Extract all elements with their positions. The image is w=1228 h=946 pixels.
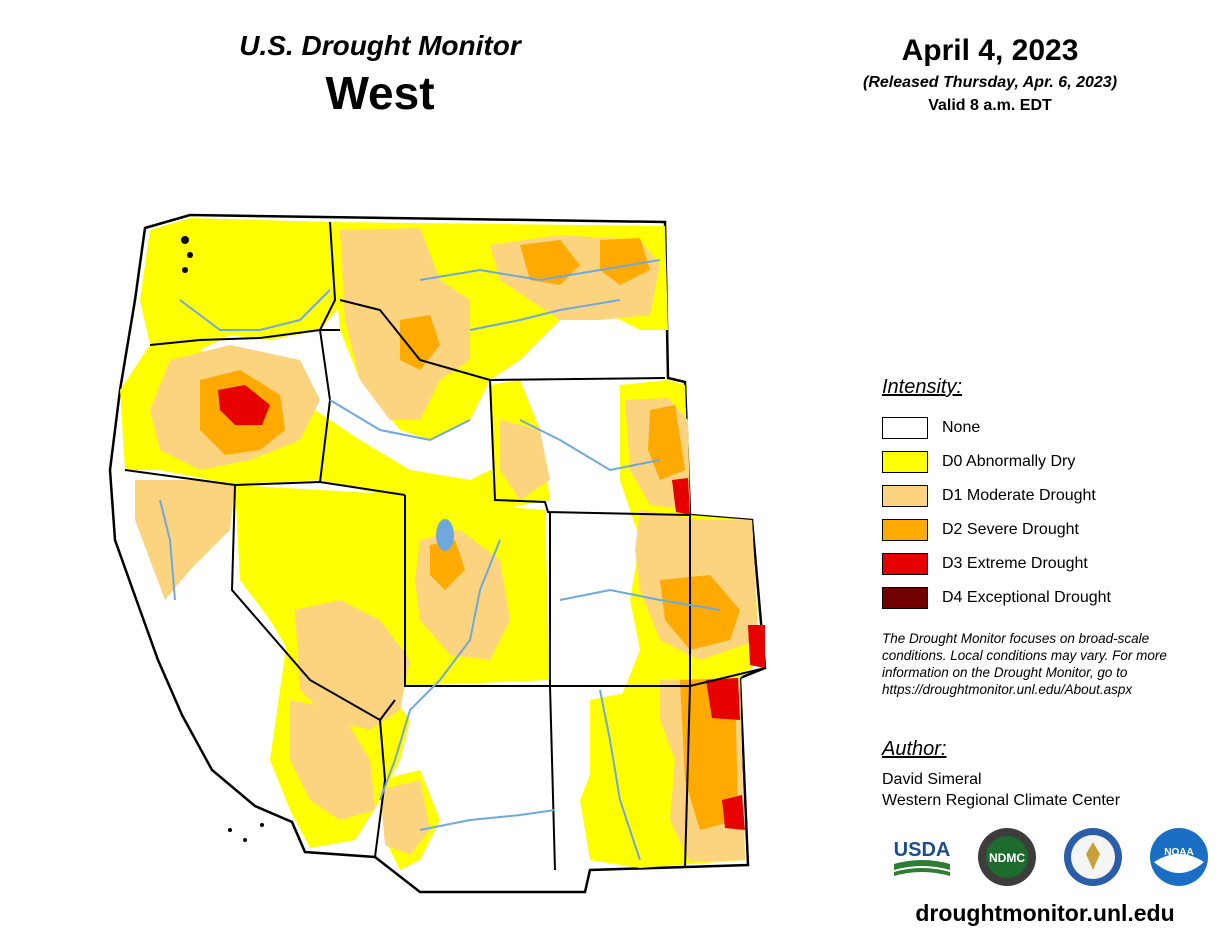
state-borders <box>124 221 766 871</box>
border-utah <box>404 495 550 687</box>
border-arizona-nm <box>549 685 556 871</box>
d2-montana-east <box>520 240 580 285</box>
noaa-logo-text: NOAA <box>1164 847 1193 858</box>
noaa-logo: NOAA <box>1150 828 1208 886</box>
great-salt-lake <box>436 519 454 551</box>
valid-time: Valid 8 a.m. EDT <box>928 97 1052 114</box>
border-idaho-west <box>318 221 337 483</box>
border-or-ca-nv <box>124 469 406 496</box>
border-montana-south <box>339 299 666 382</box>
ndmc-logo: NDMC <box>978 828 1036 886</box>
legend-swatch-d2 <box>882 519 928 541</box>
legend-item-d3: D3 Extreme Drought <box>882 547 1212 581</box>
legend-item-d0: D0 Abnormally Dry <box>882 445 1212 479</box>
d3-texas-panhandle <box>706 678 740 720</box>
legend-label: D1 Moderate Drought <box>942 487 1096 504</box>
author-title: Author: <box>882 738 947 760</box>
legend-label: None <box>942 419 981 436</box>
author-org: Western Regional Climate Center <box>882 792 1121 809</box>
legend-swatch-d3 <box>882 553 928 575</box>
legend-label: D4 Exceptional Drought <box>942 589 1111 606</box>
island <box>182 267 188 273</box>
platte-river <box>519 419 661 472</box>
usda-logo: USDA <box>894 839 951 876</box>
missouri-river <box>419 259 661 282</box>
release-date: (Released Thursday, Apr. 6, 2023) <box>862 74 1118 91</box>
island <box>243 838 247 842</box>
snake-river <box>329 399 471 442</box>
d1-arizona-southwest <box>380 780 430 855</box>
map-title-block: U.S. Drought Monitor West <box>190 30 570 120</box>
colorado-river <box>379 539 501 801</box>
disclaimer-note: The Drought Monitor focuses on broad-sca… <box>882 631 1167 697</box>
footer-url[interactable]: droughtmonitor.unl.edu <box>915 900 1175 926</box>
author-name: David Simeral <box>882 771 982 788</box>
map-title: U.S. Drought Monitor <box>239 30 521 61</box>
arkansas-river <box>559 588 721 611</box>
d2-kansas <box>660 575 740 650</box>
commerce-seal-logo <box>1064 828 1122 886</box>
border-az-ca <box>374 719 387 858</box>
drought-map <box>108 213 767 894</box>
yellowstone-river <box>469 299 621 331</box>
usda-logo-text: USDA <box>894 839 951 861</box>
island <box>187 252 193 258</box>
border-wyoming <box>489 379 691 516</box>
d3-nebraska-kansas <box>672 478 690 515</box>
legend-swatch-d4 <box>882 587 928 609</box>
d1-colorado-west <box>500 420 550 500</box>
columbia-river <box>179 289 331 331</box>
d2-utah <box>430 540 465 590</box>
d1-nevada-east <box>295 600 410 730</box>
legend-label: D3 Extreme Drought <box>942 555 1088 572</box>
d3-kansas-east <box>748 625 765 668</box>
legend-label: D0 Abnormally Dry <box>942 453 1076 470</box>
border-wa-or <box>149 329 340 346</box>
legend-title: Intensity: <box>882 376 963 398</box>
legend-swatch-d0 <box>882 451 928 473</box>
d3-texas-south <box>722 795 745 830</box>
agency-logos: USDA NDMC NOAA <box>890 826 1220 892</box>
legend-item-d4: D4 Exceptional Drought <box>882 581 1212 615</box>
rio-grande <box>599 689 641 861</box>
date-block: April 4, 2023 (Released Thursday, Apr. 6… <box>820 34 1160 115</box>
region-title: West <box>325 67 435 119</box>
border-nevada-ca <box>230 484 396 722</box>
coastal-islands <box>181 236 264 842</box>
legend-item-d2: D2 Severe Drought <box>882 513 1212 547</box>
d2-montana <box>400 315 440 370</box>
legend-item-none: None <box>882 411 1212 445</box>
map-date: April 4, 2023 <box>901 34 1079 67</box>
drought-d3-layer <box>218 385 765 830</box>
gila-river <box>419 809 556 831</box>
border-nm-texas <box>684 685 691 869</box>
ndmc-logo-text: NDMC <box>989 851 1025 865</box>
author-block: Author: David Simeral Western Regional C… <box>882 738 1202 811</box>
d2-montana-ne <box>600 238 650 285</box>
d1-california-north <box>135 480 235 600</box>
sacramento-river <box>159 499 176 601</box>
legend-swatch-d1 <box>882 485 928 507</box>
legend-label: D2 Severe Drought <box>942 521 1079 538</box>
island <box>260 823 264 827</box>
d1-southern-cal <box>290 700 375 820</box>
d0-northwest <box>140 218 345 350</box>
d3-oregon <box>218 385 270 425</box>
legend-item-d1: D1 Moderate Drought <box>882 479 1212 513</box>
intensity-legend: Intensity: None D0 Abnormally Dry D1 Mod… <box>882 376 1212 615</box>
rivers <box>159 259 721 861</box>
island <box>181 236 189 244</box>
legend-swatch-none <box>882 417 928 439</box>
island <box>228 828 232 832</box>
